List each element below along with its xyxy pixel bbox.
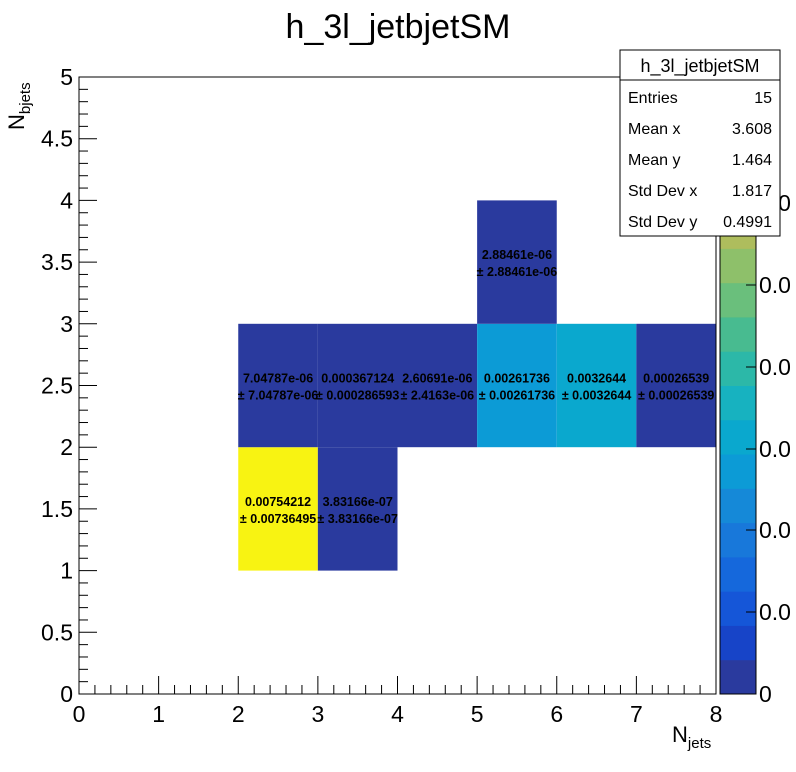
cell-value-label: 0.00261736 (484, 372, 550, 386)
heatmap-cell (238, 447, 318, 571)
cell-labels: 0.00754212 ± 0.00736495 3.83166e-07 ± 3.831… (238, 248, 715, 526)
x-tick-label: 3 (311, 701, 324, 727)
y-tick-label: 2 (60, 434, 73, 460)
x-tick-label: 4 (391, 701, 404, 727)
z-tick-label: 0.0 (759, 436, 791, 462)
palette-swatch (720, 625, 756, 661)
heatmap-cell (477, 200, 557, 324)
stats-box-bg (619, 49, 781, 237)
palette-swatch (720, 316, 756, 352)
x-axis-label: Njets (672, 722, 711, 752)
stats-row-label: Entries (628, 90, 678, 107)
z-tick-label: 0.0 (759, 272, 791, 298)
heatmap-cell (636, 323, 716, 448)
y-tick-label: 1.5 (41, 496, 73, 522)
cell-error-label: ± 0.0032644 (562, 389, 631, 403)
z-tick-label: 0 (759, 681, 772, 707)
x-tick-label: 1 (152, 701, 165, 727)
stats-row-label: Std Dev y (628, 214, 697, 231)
palette-swatch (720, 556, 756, 592)
cells-layer (238, 200, 716, 571)
cell-error-label: ± 0.00026539 (638, 389, 714, 403)
y-tick-label: 0.5 (41, 619, 73, 645)
heatmap-cell (397, 323, 478, 448)
stats-row-value: 1.817 (732, 183, 772, 200)
x-tick-label: 5 (471, 701, 484, 727)
y-tick-label: 4 (60, 187, 73, 213)
axis-titles: Njets Nbjets (4, 82, 711, 752)
x-tick-label: 0 (73, 701, 86, 727)
cell-value-label: 0.000367124 (321, 372, 394, 386)
cell-error-label: ± 2.4163e-06 (401, 389, 475, 403)
stats-row-value: 1.464 (732, 152, 772, 169)
cell-value-label: 0.00754212 (245, 495, 311, 509)
z-tick-label: 0.0 (759, 517, 791, 543)
palette-swatch (720, 454, 756, 489)
stats-row-label: Std Dev x (628, 183, 697, 200)
x-tick-label: 7 (630, 701, 643, 727)
palette-swatch (720, 659, 756, 695)
heatmap-cell (477, 323, 557, 448)
y-tick-label: 4.5 (41, 126, 73, 152)
heatmap-cell (317, 323, 398, 448)
cell-error-label: ± 7.04787e-06 (238, 389, 319, 403)
x-tick-label: 2 (232, 701, 245, 727)
heatmap-cell (317, 447, 398, 571)
stats-row-label: Mean x (628, 121, 680, 138)
stats-title: h_3l_jetbjetSM (640, 56, 759, 77)
palette-swatch (720, 351, 756, 386)
cell-error-label: ± 0.00736495 (240, 512, 316, 526)
palette-swatch (720, 282, 756, 318)
y-tick-label: 5 (60, 64, 73, 90)
x-tick-label: 6 (550, 701, 563, 727)
stats-box: h_3l_jetbjetSM Entries 15 Mean x 3.608 Mean y… (619, 49, 781, 237)
cell-value-label: 0.0032644 (567, 372, 626, 386)
cell-error-label: ± 0.00261736 (479, 389, 555, 403)
y-axis-label: Nbjets (4, 82, 34, 130)
y-tick-label: 0 (60, 681, 73, 707)
cell-value-label: 2.60691e-06 (402, 372, 472, 386)
cell-value-label: 3.83166e-07 (323, 495, 393, 509)
cell-value-label: 0.00026539 (643, 372, 709, 386)
z-tick-label: 0.0 (759, 354, 791, 380)
cell-error-label: ± 2.88461e-06 (477, 265, 558, 279)
stats-row-value: 3.608 (732, 121, 772, 138)
cell-value-label: 2.88461e-06 (482, 248, 552, 262)
cell-error-label: ± 3.83166e-07 (317, 512, 398, 526)
palette-swatch (720, 522, 756, 558)
y-tick-label: 2.5 (41, 373, 73, 399)
y-tick-label: 3 (60, 311, 73, 337)
cell-error-label: ± 0.000286593 (316, 389, 399, 403)
y-tick-label: 1 (60, 558, 73, 584)
palette-swatch (720, 488, 756, 524)
stats-row-value: 15 (754, 90, 772, 107)
heatmap-cell (556, 323, 637, 448)
palette-swatch (720, 591, 756, 626)
heatmap-cell (238, 323, 318, 448)
y-axis: 0 0.5 1 1.5 2 2.5 3 3.5 4 4.5 5 (41, 64, 97, 707)
x-tick-label: 8 (710, 701, 723, 727)
cell-value-label: 7.04787e-06 (243, 372, 313, 386)
palette-swatch (720, 248, 756, 284)
y-tick-label: 3.5 (41, 249, 73, 275)
z-tick-label: 0.0 (759, 599, 791, 625)
stats-row-value: 0.4991 (723, 214, 772, 231)
stats-row-label: Mean y (628, 152, 680, 169)
palette-swatch (720, 385, 756, 421)
x-axis: 0 1 2 3 4 5 6 7 8 (73, 676, 723, 727)
chart-title: h_3l_jetbjetSM (286, 8, 511, 46)
